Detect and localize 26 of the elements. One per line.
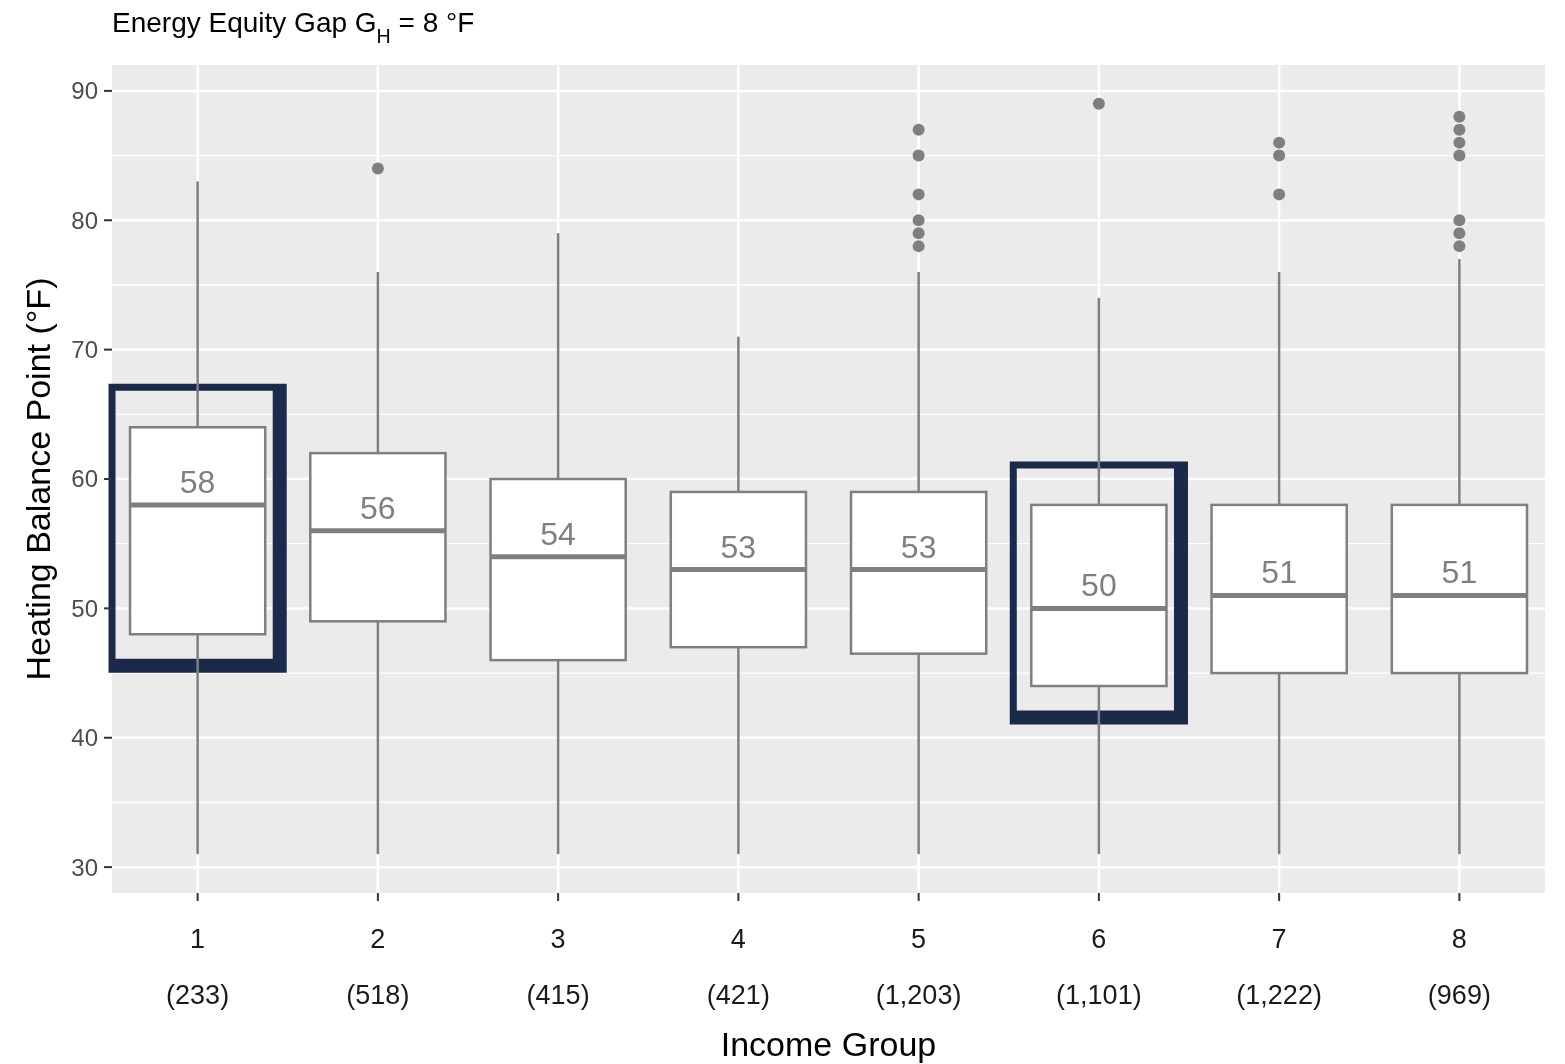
y-tick-label: 30: [71, 853, 98, 881]
y-tick-label: 60: [71, 465, 98, 493]
text: 51: [1261, 554, 1297, 591]
x-tick-label: 5 (1,203): [875, 924, 962, 1010]
x-tick-label: 6 (1,101): [1056, 924, 1142, 1010]
text: 53: [900, 528, 937, 565]
y-tick-label: 50: [71, 594, 98, 622]
y-tick-label: 40: [71, 724, 98, 752]
chart-title: Energy Equity Gap G$_{H}$ = 8 °F: [112, 7, 475, 47]
text: 54: [540, 515, 576, 552]
x-tick-label: 7 (1,222): [1236, 924, 1322, 1010]
text: 58: [179, 463, 216, 500]
y-tick-label: 90: [71, 77, 98, 105]
x-tick-label: 8 (969): [1427, 924, 1491, 1010]
text: 51: [1441, 554, 1478, 591]
x-tick-label: 3 (415): [526, 924, 590, 1010]
y-tick-label: 80: [71, 206, 98, 234]
y-axis-title: Heating Balance Point (°F): [19, 277, 57, 681]
y-tick-label: 70: [71, 336, 98, 364]
x-axis-title: Income Group: [720, 1025, 937, 1063]
text: 50: [1081, 567, 1117, 604]
x-tick-label: 4 (421): [706, 924, 770, 1010]
x-tick-label: 1 (233): [166, 924, 230, 1010]
text: 56: [360, 489, 396, 526]
x-tick-label: 2 (518): [346, 924, 410, 1010]
text: 53: [720, 528, 757, 565]
